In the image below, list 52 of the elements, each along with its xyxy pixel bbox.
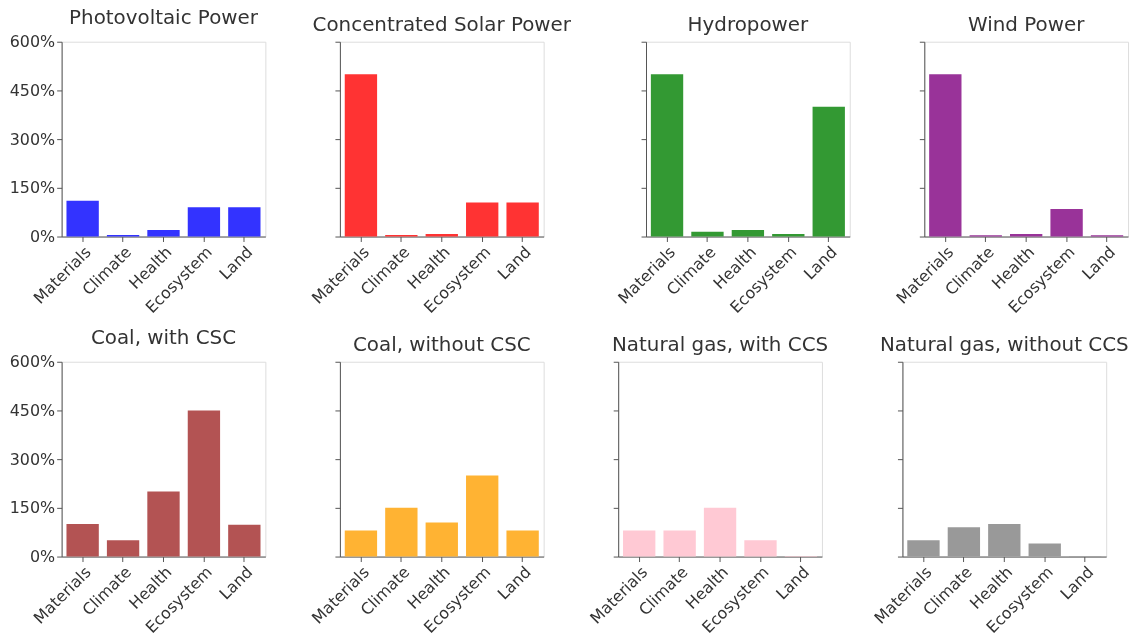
bar bbox=[506, 202, 539, 237]
bar bbox=[385, 507, 418, 557]
chart-title: Natural gas, with CCS bbox=[612, 333, 829, 357]
bar bbox=[466, 202, 499, 237]
chart-title: Coal, without CSC bbox=[352, 333, 531, 357]
bar bbox=[947, 527, 981, 557]
bar bbox=[1050, 208, 1083, 237]
bar bbox=[506, 530, 539, 557]
bar bbox=[703, 507, 737, 557]
bar bbox=[187, 410, 221, 557]
y-tick-label: 450% bbox=[9, 400, 56, 420]
bar bbox=[731, 230, 765, 237]
y-tick-label: 300% bbox=[9, 449, 56, 469]
bar bbox=[228, 207, 261, 237]
chart-title: Hydropower bbox=[687, 13, 809, 37]
y-tick-label: 450% bbox=[9, 80, 56, 100]
y-tick-label: 300% bbox=[9, 129, 56, 149]
bar bbox=[106, 540, 140, 557]
bar bbox=[187, 207, 221, 237]
y-tick-label: 150% bbox=[9, 178, 56, 198]
bar bbox=[772, 233, 805, 237]
chart-title: Coal, with CSC bbox=[90, 325, 237, 349]
bar bbox=[466, 475, 499, 557]
y-tick-label: 600% bbox=[9, 32, 56, 52]
chart-title: Concentrated Solar Power bbox=[312, 13, 572, 37]
y-tick-label: 150% bbox=[9, 498, 56, 518]
bar bbox=[66, 524, 99, 557]
bar bbox=[344, 74, 378, 237]
bar bbox=[988, 524, 1021, 557]
bar bbox=[425, 233, 458, 237]
y-tick-label: 0% bbox=[29, 226, 56, 246]
bar bbox=[147, 230, 180, 237]
y-tick-label: 600% bbox=[9, 352, 56, 372]
bar bbox=[650, 74, 684, 237]
bar bbox=[812, 106, 845, 237]
y-tick-label: 0% bbox=[29, 547, 56, 567]
bar bbox=[623, 530, 656, 557]
bar bbox=[425, 522, 458, 557]
bar bbox=[663, 530, 696, 557]
bar bbox=[691, 231, 724, 237]
bar bbox=[1010, 233, 1043, 237]
bar bbox=[66, 200, 99, 237]
bar bbox=[228, 524, 261, 557]
bar bbox=[147, 491, 180, 557]
chart-title: Photovoltaic Power bbox=[69, 5, 259, 29]
chart-title: Wind Power bbox=[968, 13, 1086, 37]
bar bbox=[344, 530, 378, 557]
chart-title: Natural gas, without CCS bbox=[879, 333, 1129, 357]
bar bbox=[929, 74, 962, 237]
bar bbox=[744, 540, 777, 557]
bar bbox=[907, 540, 940, 557]
bar bbox=[1028, 543, 1061, 557]
